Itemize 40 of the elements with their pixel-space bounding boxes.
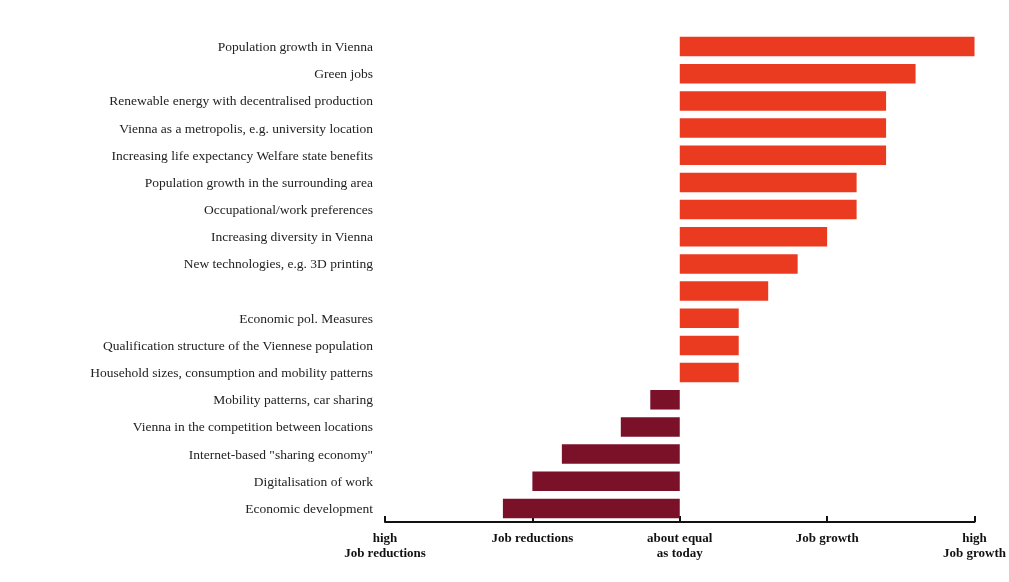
y-tick-label: Renewable energy with decentralised production [109,93,374,109]
y-tick-label: Economic pol. Measures [239,310,373,326]
bar [679,335,739,356]
y-tick-label: Green jobs [314,66,373,82]
bar [561,444,680,464]
bar [620,417,680,437]
text: high Job growth [943,530,1007,560]
bar [679,362,739,383]
y-tick-label: Population growth in the surrounding area [144,174,373,190]
y-tick-label: Increasing diversity in Vienna [210,229,373,245]
y-tick-label: Digitalisation of work [253,473,374,489]
bar [679,254,798,274]
bar [679,36,975,57]
text: Job growth [795,530,860,545]
bar [679,308,739,329]
text: about equal as today [647,530,713,560]
y-tick-label: Population growth in Vienna [217,39,373,55]
bar [679,172,857,193]
y-tick-label: Vienna in the competition between locations [132,419,373,435]
y-tick-label: Qualification structure of the Viennese population [103,337,374,353]
text: high Job reductions [344,530,426,560]
y-tick-label: Mobility patterns, car sharing [213,392,374,408]
y-tick-label: Occupational/work preferences [203,202,373,218]
bar [679,226,828,247]
text: Job reductions [491,530,574,545]
y-tick-label: New technologies, e.g. 3D printing [183,256,374,272]
y-tick-label: Internet-based "sharing economy" [188,446,373,462]
y-tick-label: Economic development [245,500,374,516]
bar [650,389,680,410]
bar [679,63,916,84]
y-tick-label: Household sizes, consumption and mobility patterns [90,365,373,381]
bar [679,91,887,111]
bar [679,145,887,166]
y-tick-label: Increasing life expectancy Welfare state benefits [111,147,373,163]
bar [502,498,680,519]
bar [679,281,769,301]
y-tick-label: Vienna as a metropolis, e.g. university location [119,120,374,136]
bar [679,199,857,220]
bar [679,118,887,138]
bar [532,471,680,492]
